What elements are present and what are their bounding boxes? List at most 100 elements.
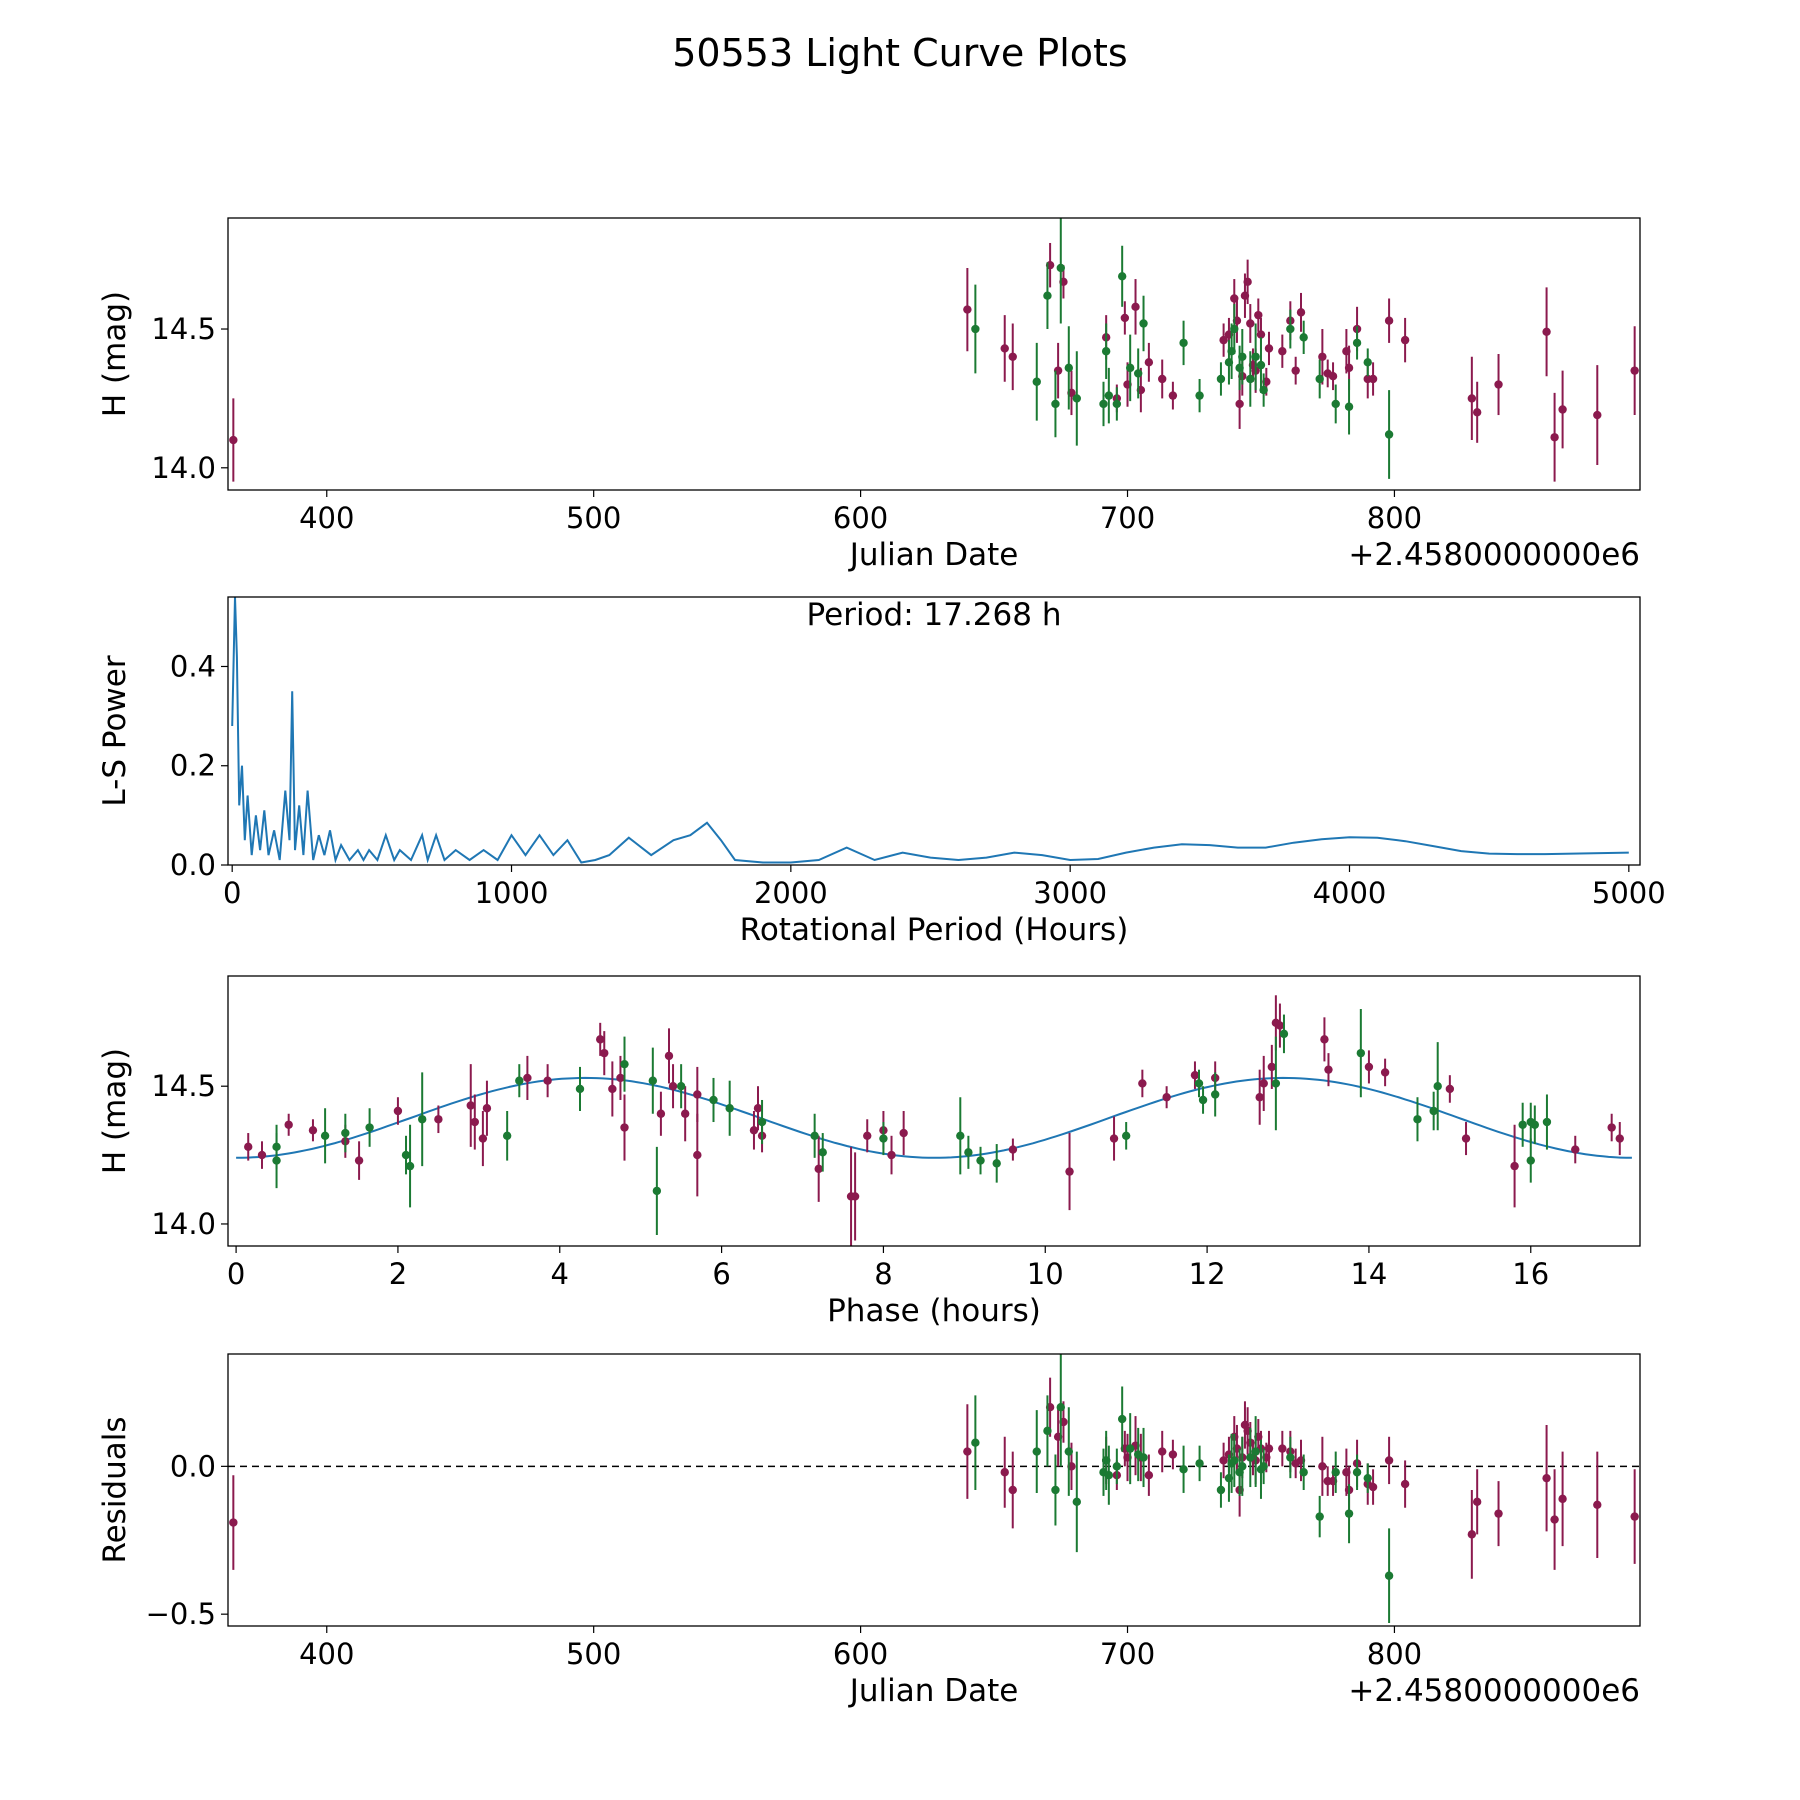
- data-point: [971, 1438, 980, 1447]
- phased-plot-area: [236, 995, 1632, 1246]
- data-point: [1109, 1134, 1119, 1143]
- data-point: [616, 1073, 625, 1083]
- data-point: [1195, 391, 1204, 400]
- data-point: [1472, 408, 1482, 417]
- data-point: [1259, 1462, 1268, 1471]
- data-point: [466, 1101, 475, 1110]
- data-point: [1051, 399, 1060, 409]
- data-point: [1259, 1079, 1268, 1088]
- data-point: [1144, 358, 1154, 367]
- data-point: [648, 1076, 658, 1085]
- data-point: [502, 1131, 512, 1140]
- data-point: [1179, 1465, 1188, 1474]
- data-point: [1238, 352, 1247, 361]
- y-axis-label: L-S Power: [97, 655, 133, 806]
- data-point: [620, 1059, 629, 1069]
- data-point: [1008, 1145, 1018, 1154]
- data-point: [478, 1134, 488, 1143]
- data-point: [1264, 1444, 1274, 1453]
- data-point: [1254, 310, 1263, 320]
- data-point: [1000, 344, 1009, 353]
- data-point: [229, 435, 238, 445]
- data-point: [244, 1142, 253, 1152]
- data-point: [963, 1447, 972, 1456]
- data-point: [1064, 1447, 1073, 1456]
- data-point: [1216, 374, 1226, 384]
- data-point: [956, 1131, 965, 1140]
- data-point: [1251, 352, 1260, 361]
- data-point: [680, 1109, 690, 1118]
- y-axis-label: H (mag): [97, 291, 133, 417]
- data-point: [1518, 1120, 1527, 1129]
- data-point: [1125, 363, 1135, 373]
- data-point: [543, 1076, 552, 1085]
- data-point: [1384, 1571, 1394, 1580]
- data-point: [1296, 308, 1306, 317]
- data-point: [879, 1134, 888, 1143]
- data-point: [1630, 366, 1639, 375]
- data-point: [1352, 1468, 1362, 1477]
- figure-title: 50553 Light Curve Plots: [672, 31, 1127, 75]
- x-tick-label: 700: [1100, 501, 1155, 535]
- phased-panel: 0 2 4 6 8 10 12 14 16 14.0 14.5 Phase (hours) H (mag…: [97, 975, 1641, 1329]
- data-point: [1472, 1497, 1482, 1507]
- data-point: [365, 1123, 374, 1132]
- data-point: [1099, 399, 1108, 409]
- periodogram-line: [231, 597, 1629, 864]
- data-point: [1344, 402, 1354, 411]
- data-point: [1216, 1485, 1226, 1495]
- x-tick-label: 400: [299, 1637, 354, 1671]
- data-point: [1072, 1497, 1082, 1507]
- green-series: [971, 218, 1394, 479]
- data-point: [1286, 1453, 1295, 1462]
- data-point: [850, 1192, 860, 1201]
- data-point: [1032, 1447, 1041, 1456]
- data-point: [1344, 363, 1354, 373]
- data-point: [1286, 324, 1295, 334]
- x-offset-label: +2.4580000000e6: [1348, 1673, 1640, 1709]
- data-point: [1032, 377, 1041, 386]
- data-point: [676, 1082, 686, 1091]
- data-point: [1400, 1479, 1410, 1489]
- data-point: [1315, 1512, 1324, 1521]
- data-point: [1246, 319, 1255, 328]
- data-point: [1219, 1456, 1228, 1465]
- data-point: [810, 1131, 819, 1140]
- data-point: [1356, 1048, 1366, 1058]
- x-tick-label: 3000: [1033, 876, 1107, 910]
- data-point: [1384, 430, 1394, 439]
- x-axis-label: Phase (hours): [827, 1293, 1041, 1329]
- data-point: [1429, 1106, 1438, 1116]
- data-point: [1104, 1471, 1114, 1480]
- x-tick-label: 12: [1189, 1257, 1226, 1291]
- data-point: [1363, 1473, 1372, 1483]
- x-tick-label: 10: [1027, 1257, 1064, 1291]
- period-annotation: Period: 17.268 h: [807, 597, 1062, 633]
- data-point: [1144, 1471, 1154, 1480]
- data-point: [1104, 391, 1114, 400]
- light-curve-plot-area: [229, 218, 1639, 482]
- periodogram-frame: [227, 596, 1641, 866]
- data-point: [1120, 313, 1130, 323]
- x-tick-label: 1000: [475, 876, 549, 910]
- data-point: [1380, 1068, 1390, 1077]
- green-series: [971, 1354, 1394, 1624]
- data-point: [523, 1073, 532, 1083]
- data-point: [1251, 1447, 1260, 1456]
- data-point: [1112, 399, 1122, 409]
- x-axis-label: Rotational Period (Hours): [740, 912, 1129, 948]
- data-point: [1320, 1035, 1329, 1044]
- data-point: [1243, 277, 1252, 287]
- data-point: [749, 1126, 759, 1135]
- data-point: [656, 1109, 666, 1118]
- x-tick-label: 8: [874, 1257, 892, 1291]
- data-point: [393, 1106, 403, 1116]
- y-tick-label: 0.4: [170, 649, 216, 683]
- data-point: [1267, 1062, 1277, 1072]
- data-point: [1190, 1070, 1200, 1080]
- data-point: [1064, 363, 1073, 373]
- data-point: [600, 1048, 609, 1058]
- data-point: [1542, 1117, 1552, 1127]
- x-tick-label: 16: [1512, 1257, 1549, 1291]
- data-point: [575, 1084, 585, 1094]
